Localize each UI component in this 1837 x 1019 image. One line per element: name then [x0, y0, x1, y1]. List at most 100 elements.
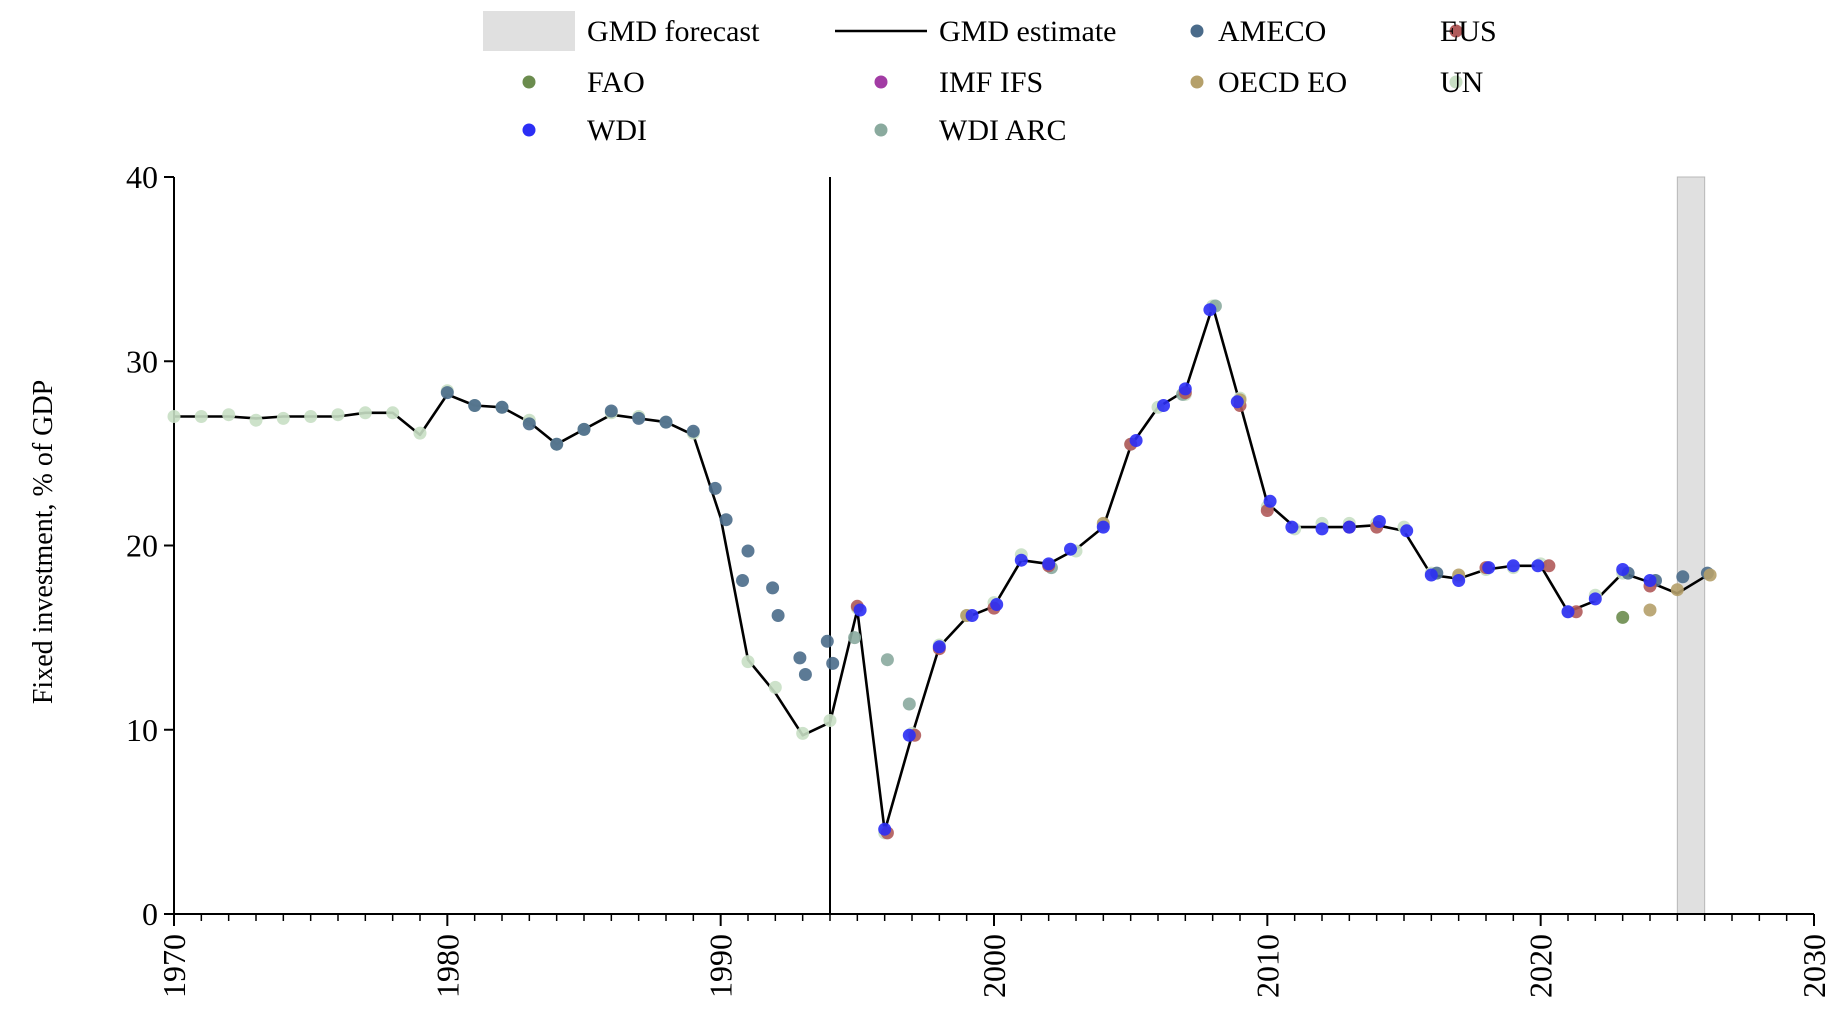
- wdi-point: [1531, 559, 1545, 573]
- un-point: [768, 680, 782, 694]
- ameco-point: [632, 411, 646, 425]
- ameco-point: [820, 634, 834, 648]
- legend-swatch-gmd-forecast: [483, 11, 575, 51]
- wdi-point: [1014, 553, 1028, 567]
- wdi-point: [1064, 542, 1077, 556]
- legend-label-gmd-estimate: GMD estimate: [939, 15, 1116, 48]
- legend-label-gmd-forecast: GMD forecast: [587, 15, 760, 48]
- y-tick-label: 30: [126, 343, 158, 379]
- ameco-point: [495, 400, 509, 414]
- un-point: [276, 411, 290, 425]
- wdi-point: [1042, 557, 1056, 571]
- wdi-point: [1424, 568, 1438, 582]
- ameco-point: [798, 668, 812, 681]
- legend-swatch-fao: [522, 75, 536, 89]
- legend-item-gmd-forecast: GMD forecast: [483, 11, 760, 51]
- ameco-point: [793, 651, 807, 665]
- un-point: [249, 413, 263, 427]
- legend-item-wdi: WDI: [522, 114, 647, 147]
- legend-item-imf-ifs: IMF IFS: [874, 66, 1043, 99]
- ameco-point: [522, 417, 536, 431]
- x-tick-label: 1980: [429, 934, 465, 998]
- legend-item-wdi-arc: WDI ARC: [874, 114, 1067, 147]
- y-axis-label: Fixed investment, % of GDP: [28, 380, 59, 704]
- wdi-point: [1178, 382, 1192, 396]
- wdi-point: [1372, 515, 1386, 528]
- legend-label-oecd-eo: OECD EO: [1218, 66, 1347, 99]
- legend-item-gmd-estimate: GMD estimate: [835, 15, 1116, 48]
- wdi-arc-point: [848, 631, 862, 645]
- wdi-point: [1230, 395, 1244, 409]
- wdi-point: [878, 822, 892, 836]
- ameco-point: [826, 656, 840, 670]
- legend-label-eus: EUS: [1440, 15, 1497, 48]
- wdi-point: [1588, 592, 1602, 606]
- wdi-point: [1561, 605, 1575, 619]
- wdi-arc-point: [902, 697, 916, 711]
- wdi-point: [1482, 561, 1496, 575]
- un-point: [304, 410, 318, 423]
- legend-swatch-wdi: [522, 123, 536, 137]
- x-tick-label: 2000: [976, 934, 1012, 998]
- un-point: [358, 406, 372, 420]
- line-layer: [174, 304, 1706, 833]
- x-tick-label: 2030: [1796, 934, 1832, 998]
- oecd-eo-series: [960, 393, 1717, 622]
- wdi-point: [1643, 574, 1657, 587]
- ameco-point: [771, 609, 785, 622]
- wdi-point: [853, 603, 867, 617]
- legend-label-wdi: WDI: [587, 114, 647, 147]
- un-point: [386, 406, 400, 420]
- un-point: [741, 655, 755, 669]
- wdi-point: [1452, 574, 1466, 587]
- wdi-arc-series: [848, 299, 1222, 711]
- wdi-point: [965, 609, 979, 622]
- ameco-series: [440, 386, 1714, 681]
- legend-item-eus: EUS: [1440, 15, 1497, 48]
- dot-layer: [167, 299, 1717, 840]
- wdi-point: [1129, 434, 1143, 447]
- y-tick-label: 0: [142, 896, 158, 932]
- wdi-series: [853, 303, 1657, 836]
- y-tick-label: 40: [126, 159, 158, 195]
- x-tick-label: 2020: [1523, 934, 1559, 998]
- ameco-point: [1676, 570, 1690, 584]
- ameco-point: [736, 574, 749, 587]
- un-point: [222, 408, 236, 422]
- eus-point: [1542, 559, 1556, 573]
- wdi-point: [902, 728, 916, 742]
- wdi-point: [1506, 559, 1520, 573]
- wdi-point: [1263, 494, 1277, 508]
- un-point: [413, 426, 427, 440]
- forecast-shading-layer: [1676, 176, 1706, 915]
- ameco-point: [686, 424, 700, 438]
- legend-label-imf-ifs: IMF IFS: [939, 66, 1043, 99]
- ameco-point: [719, 513, 733, 527]
- legend-item-oecd-eo: OECD EO: [1190, 66, 1347, 99]
- wdi-point: [1285, 520, 1299, 534]
- x-tick-label: 1990: [703, 934, 739, 998]
- forecast-shading: [1676, 176, 1706, 915]
- wdi-point: [1157, 399, 1170, 412]
- legend-item-un: UN: [1440, 66, 1483, 99]
- wdi-point: [1616, 563, 1630, 576]
- legend-item-ameco: AMECO: [1190, 15, 1326, 48]
- wdi-point: [1096, 520, 1110, 534]
- wdi-point: [990, 598, 1004, 611]
- legend-label-fao: FAO: [587, 66, 645, 99]
- fao-series: [1616, 610, 1630, 624]
- ameco-point: [468, 399, 482, 412]
- legend-label-ameco: AMECO: [1218, 15, 1326, 48]
- legend-swatch-un: [1449, 75, 1463, 89]
- wdi-point: [1315, 522, 1329, 536]
- x-tick-label: 1970: [156, 934, 192, 998]
- wdi-point: [932, 640, 946, 654]
- ameco-point: [741, 544, 755, 558]
- legend: GMD forecast GMD estimate AMECO EUS FAO IMF I…: [483, 11, 1497, 147]
- un-point: [194, 410, 208, 423]
- legend-swatch-wdi-arc: [874, 123, 888, 137]
- wdi-arc-point: [880, 653, 894, 667]
- y-tick-label: 10: [126, 712, 158, 748]
